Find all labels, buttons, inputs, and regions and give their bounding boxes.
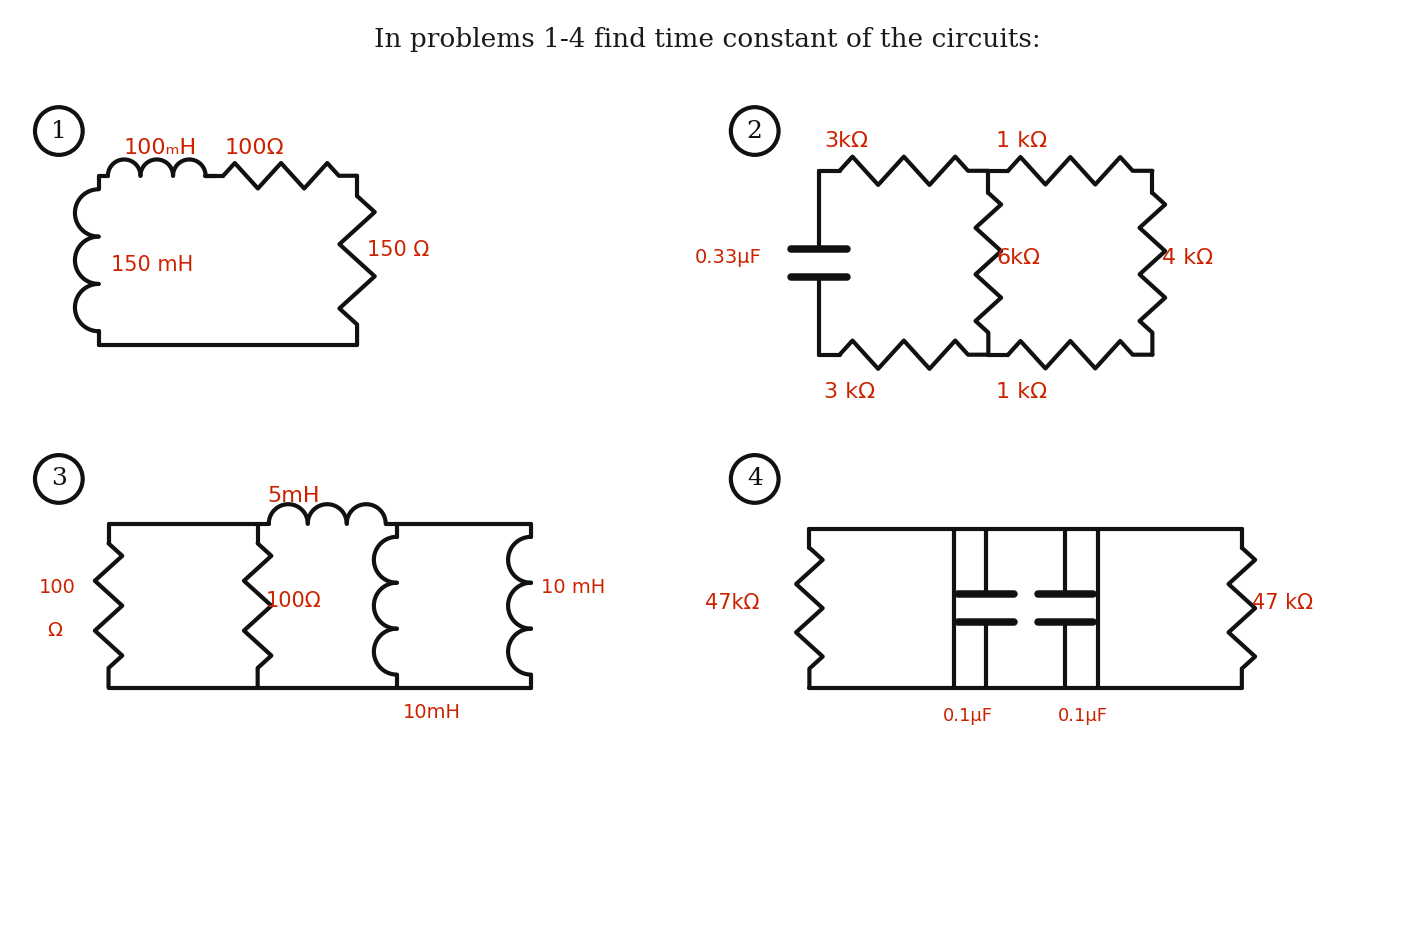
Text: 0.1μF: 0.1μF <box>1058 706 1109 725</box>
Text: 47kΩ: 47kΩ <box>706 593 759 614</box>
Text: 0.1μF: 0.1μF <box>943 706 993 725</box>
Text: 100Ω: 100Ω <box>225 138 284 158</box>
Text: In problems 1-4 find time constant of the circuits:: In problems 1-4 find time constant of th… <box>373 26 1041 52</box>
Text: Ω: Ω <box>47 621 62 640</box>
Text: 2: 2 <box>747 120 762 143</box>
Text: 100Ω: 100Ω <box>266 591 321 611</box>
Text: 150 Ω: 150 Ω <box>368 241 430 261</box>
Text: 3kΩ: 3kΩ <box>824 131 868 151</box>
Text: 1: 1 <box>51 120 66 143</box>
Text: 6kΩ: 6kΩ <box>997 247 1041 268</box>
Text: 10mH: 10mH <box>403 703 461 722</box>
Text: 100ₘH: 100ₘH <box>123 138 197 158</box>
Text: 47 kΩ: 47 kΩ <box>1251 593 1312 614</box>
Text: 0.33μF: 0.33μF <box>696 248 762 267</box>
Text: 1 kΩ: 1 kΩ <box>997 382 1048 402</box>
Text: 1 kΩ: 1 kΩ <box>997 131 1048 151</box>
Text: 3: 3 <box>51 467 66 491</box>
Text: 150 mH: 150 mH <box>110 255 192 276</box>
Text: 4: 4 <box>747 467 762 491</box>
Text: 5mH: 5mH <box>267 486 320 506</box>
Text: 100: 100 <box>40 579 76 598</box>
Text: 3 kΩ: 3 kΩ <box>824 382 875 402</box>
Text: 4 kΩ: 4 kΩ <box>1162 247 1213 268</box>
Text: 10 mH: 10 mH <box>542 579 605 598</box>
